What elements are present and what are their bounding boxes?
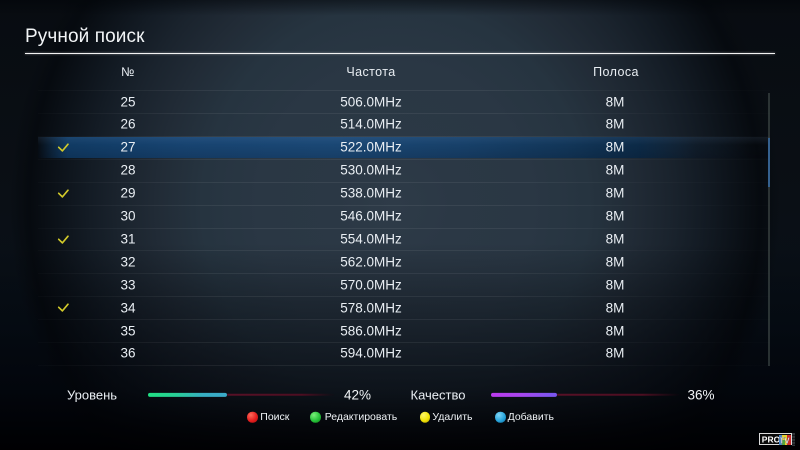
svg-text:PRO: PRO: [761, 434, 780, 444]
svg-text:TV: TV: [779, 436, 790, 445]
